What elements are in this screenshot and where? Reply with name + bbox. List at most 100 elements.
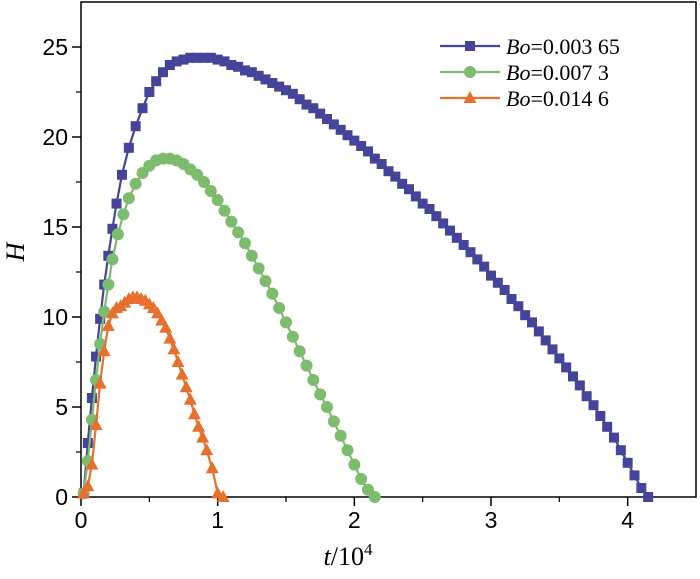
data-point	[588, 400, 599, 411]
x-tick-label: 0	[75, 507, 88, 533]
data-point	[129, 177, 142, 190]
data-point	[85, 457, 99, 470]
data-point	[233, 61, 244, 72]
data-point	[287, 88, 298, 99]
data-point	[383, 166, 394, 177]
data-point	[561, 362, 572, 373]
data-point	[540, 335, 551, 346]
data-point	[622, 457, 633, 468]
data-point	[216, 490, 230, 502]
data-point	[102, 278, 115, 291]
data-point	[308, 103, 319, 114]
series-line	[82, 56, 650, 498]
data-point	[609, 432, 619, 443]
y-axis-ticks: 0 5 10 15 20 25	[42, 34, 81, 510]
data-point	[294, 94, 305, 105]
data-point	[211, 194, 224, 206]
x-tick-label: 4	[621, 507, 634, 533]
data-point	[239, 237, 251, 250]
legend-label-value: =0.014 6	[530, 86, 608, 111]
data-point	[349, 135, 360, 146]
legend-item: Bo=0.003 65	[440, 34, 620, 59]
data-point	[342, 130, 353, 141]
data-point	[232, 226, 245, 239]
data-point	[199, 52, 209, 63]
series-3	[77, 290, 230, 502]
data-point	[171, 355, 185, 367]
data-point	[281, 85, 291, 96]
data-point	[196, 430, 210, 443]
y-tick-label: 15	[42, 214, 68, 240]
data-point	[315, 108, 326, 119]
data-point	[390, 171, 401, 182]
data-point	[280, 316, 292, 329]
data-point	[93, 376, 107, 389]
legend-item: Bo=0.014 6	[440, 86, 609, 111]
data-point	[300, 359, 313, 372]
data-point	[260, 74, 271, 85]
x-tick-label: 2	[348, 507, 361, 533]
data-point	[307, 374, 320, 386]
data-point	[205, 461, 219, 474]
data-point	[363, 146, 373, 157]
data-point	[259, 275, 272, 287]
data-point	[431, 211, 442, 222]
series-2	[77, 152, 381, 503]
data-point	[293, 345, 306, 358]
data-point	[212, 54, 223, 65]
plot-frame	[80, 1, 697, 498]
data-point	[81, 479, 95, 492]
data-point	[246, 67, 257, 78]
data-point	[178, 54, 189, 65]
data-point	[492, 277, 503, 288]
data-point	[158, 67, 168, 78]
data-point	[314, 388, 327, 401]
data-point	[200, 443, 214, 456]
data-point	[266, 287, 279, 300]
data-point	[219, 56, 230, 67]
data-point	[198, 176, 210, 188]
data-point	[164, 60, 175, 70]
data-point	[424, 204, 435, 214]
data-point	[574, 380, 585, 391]
data-point	[111, 228, 124, 241]
x-axis-title-unit: /10	[331, 542, 364, 571]
data-point	[98, 305, 111, 318]
data-point	[334, 429, 347, 442]
data-point	[643, 492, 654, 502]
data-point	[404, 184, 414, 195]
x-axis-title-exp: 4	[364, 540, 373, 559]
data-point	[595, 411, 606, 421]
series-1	[78, 52, 654, 502]
data-point	[106, 253, 119, 266]
data-point	[175, 367, 189, 380]
y-tick-label: 0	[55, 484, 68, 510]
data-point	[465, 247, 476, 258]
data-point	[301, 99, 312, 110]
legend-label-var: Bo	[506, 34, 530, 59]
data-point	[602, 421, 613, 432]
y-tick-label: 20	[42, 124, 68, 150]
data-point	[328, 119, 339, 130]
data-point	[137, 103, 148, 114]
data-point	[151, 76, 162, 87]
data-point	[86, 393, 97, 403]
data-point	[527, 317, 537, 328]
y-tick-label: 10	[42, 304, 68, 330]
legend-item: Bo=0.007 3	[440, 60, 609, 85]
data-point	[101, 319, 115, 331]
data-point	[245, 249, 258, 262]
data-point	[204, 185, 217, 197]
data-point	[417, 198, 428, 209]
y-tick-label: 5	[55, 394, 68, 420]
data-point	[568, 371, 578, 382]
legend-label-value: =0.003 65	[530, 34, 619, 59]
data-point	[122, 192, 135, 205]
data-point	[267, 78, 278, 88]
legend-marker	[465, 41, 475, 51]
data-point	[167, 342, 181, 355]
data-point	[554, 353, 565, 364]
data-point	[187, 407, 201, 420]
data-point	[240, 65, 250, 76]
